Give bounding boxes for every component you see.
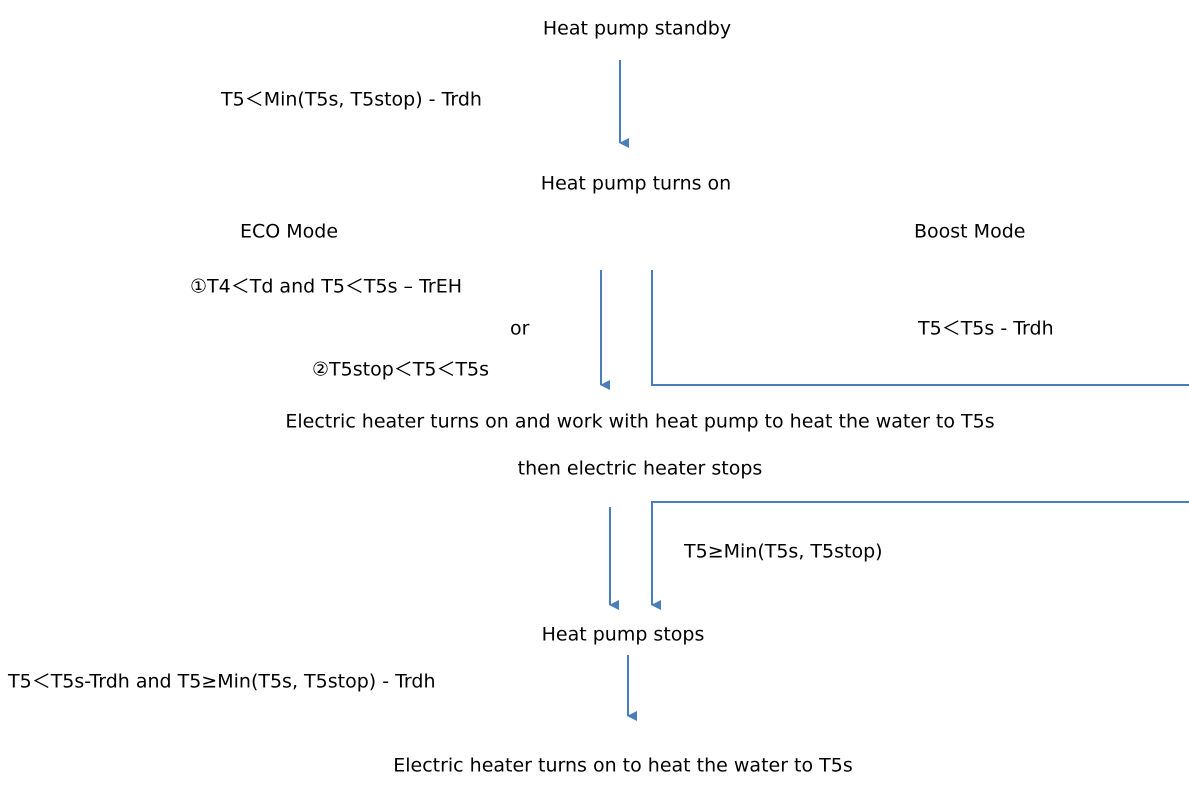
node: Electric heater turns on and work with h… (285, 411, 994, 433)
connector (651, 270, 1189, 386)
node: Heat pump turns on (541, 173, 731, 195)
mode: ECO Mode (240, 221, 338, 243)
node: then electric heater stops (518, 458, 763, 480)
node: Heat pump stops (542, 624, 705, 646)
condition: or (510, 318, 530, 340)
connectors (600, 60, 1189, 721)
condition: T5＜T5s-Trdh and T5≥Min(T5s, T5stop) - Tr… (7, 671, 436, 693)
node: Heat pump standby (543, 18, 731, 40)
condition: T5≥Min(T5s, T5stop) (683, 541, 883, 563)
condition: ①T4＜Td and T5＜T5s – TrEH (190, 276, 462, 298)
condition: T5＜T5s - Trdh (917, 318, 1054, 340)
node: Electric heater turns on to heat the wat… (393, 755, 853, 777)
mode: Boost Mode (914, 221, 1025, 243)
condition: T5＜Min(T5s, T5stop) - Trdh (220, 89, 482, 111)
condition: ②T5stop＜T5＜T5s (312, 359, 489, 381)
connector (651, 501, 1189, 595)
